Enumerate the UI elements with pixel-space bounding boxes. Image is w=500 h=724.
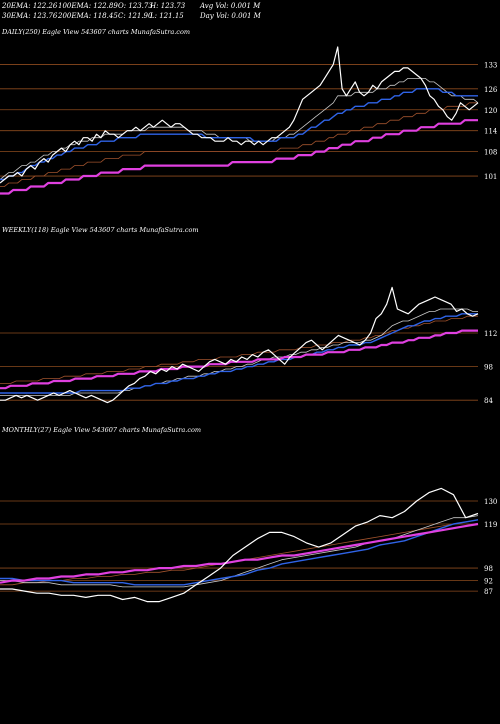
ema-30-line (0, 519, 479, 586)
price-line (0, 487, 479, 603)
header-stat-row2-2: C: 121.90 (118, 12, 153, 20)
header-stat-row2-0: 30EMA: 123.76 (2, 12, 58, 20)
header-stats: 20EMA: 122.26 100EMA: 122.89 O: 123.73H: 1… (1, 2, 262, 20)
y-tick-label: 84 (484, 397, 493, 405)
panel-title: MONTHLY(27) Eagle View 543607 charts Mun… (1, 426, 201, 434)
price-line (0, 286, 479, 404)
header-stat-row2-3: L: 121.15 (149, 12, 184, 20)
header-stat-row1-1: 100EMA: 122.89 (58, 2, 118, 10)
ema-100-line (0, 102, 478, 187)
ema-20-line (0, 78, 479, 180)
y-tick-label: 98 (484, 565, 493, 573)
y-tick-label: 120 (484, 107, 497, 115)
y-tick-label: 98 (484, 364, 493, 372)
y-tick-label: 119 (484, 521, 497, 529)
y-tick-label: 112 (484, 330, 497, 338)
y-tick-label: 101 (484, 173, 497, 181)
y-tick-label: 133 (484, 61, 497, 69)
y-tick-label: 126 (484, 86, 498, 94)
daily-panel: DAILY(250) Eagle View 543607 charts Muna… (0, 28, 498, 195)
ema-30-line (0, 313, 478, 394)
header-stat-row2-4: Day Vol: 0.001 M (199, 12, 262, 20)
weekly-panel: WEEKLY(118) Eagle View 543607 charts Mun… (0, 226, 497, 405)
y-tick-label: 108 (484, 149, 497, 157)
price-line (0, 46, 479, 184)
y-tick-label: 130 (484, 498, 497, 506)
header-stat-row1-0: 20EMA: 122.26 (1, 2, 58, 10)
header-stat-row2-1: 200EMA: 118.45 (57, 12, 118, 20)
header-stat-row1-3: H: 123.73 (149, 2, 186, 10)
ema-200-line (0, 119, 478, 195)
ema-20-line (0, 308, 478, 396)
ema-200-line (0, 522, 479, 584)
panel-title: WEEKLY(118) Eagle View 543607 charts Mun… (2, 226, 199, 234)
y-tick-label: 92 (484, 578, 493, 586)
ema-30-line (0, 88, 478, 181)
panel-title: DAILY(250) Eagle View 543607 charts Muna… (1, 28, 190, 36)
header-stat-row1-2: O: 123.73 (118, 2, 153, 10)
ema-200-line (0, 329, 478, 390)
y-tick-label: 114 (484, 128, 498, 136)
monthly-panel: MONTHLY(27) Eagle View 543607 charts Mun… (0, 426, 497, 603)
header-stat-row1-4: Avg Vol: 0.001 M (199, 2, 261, 10)
y-tick-label: 87 (484, 588, 493, 596)
